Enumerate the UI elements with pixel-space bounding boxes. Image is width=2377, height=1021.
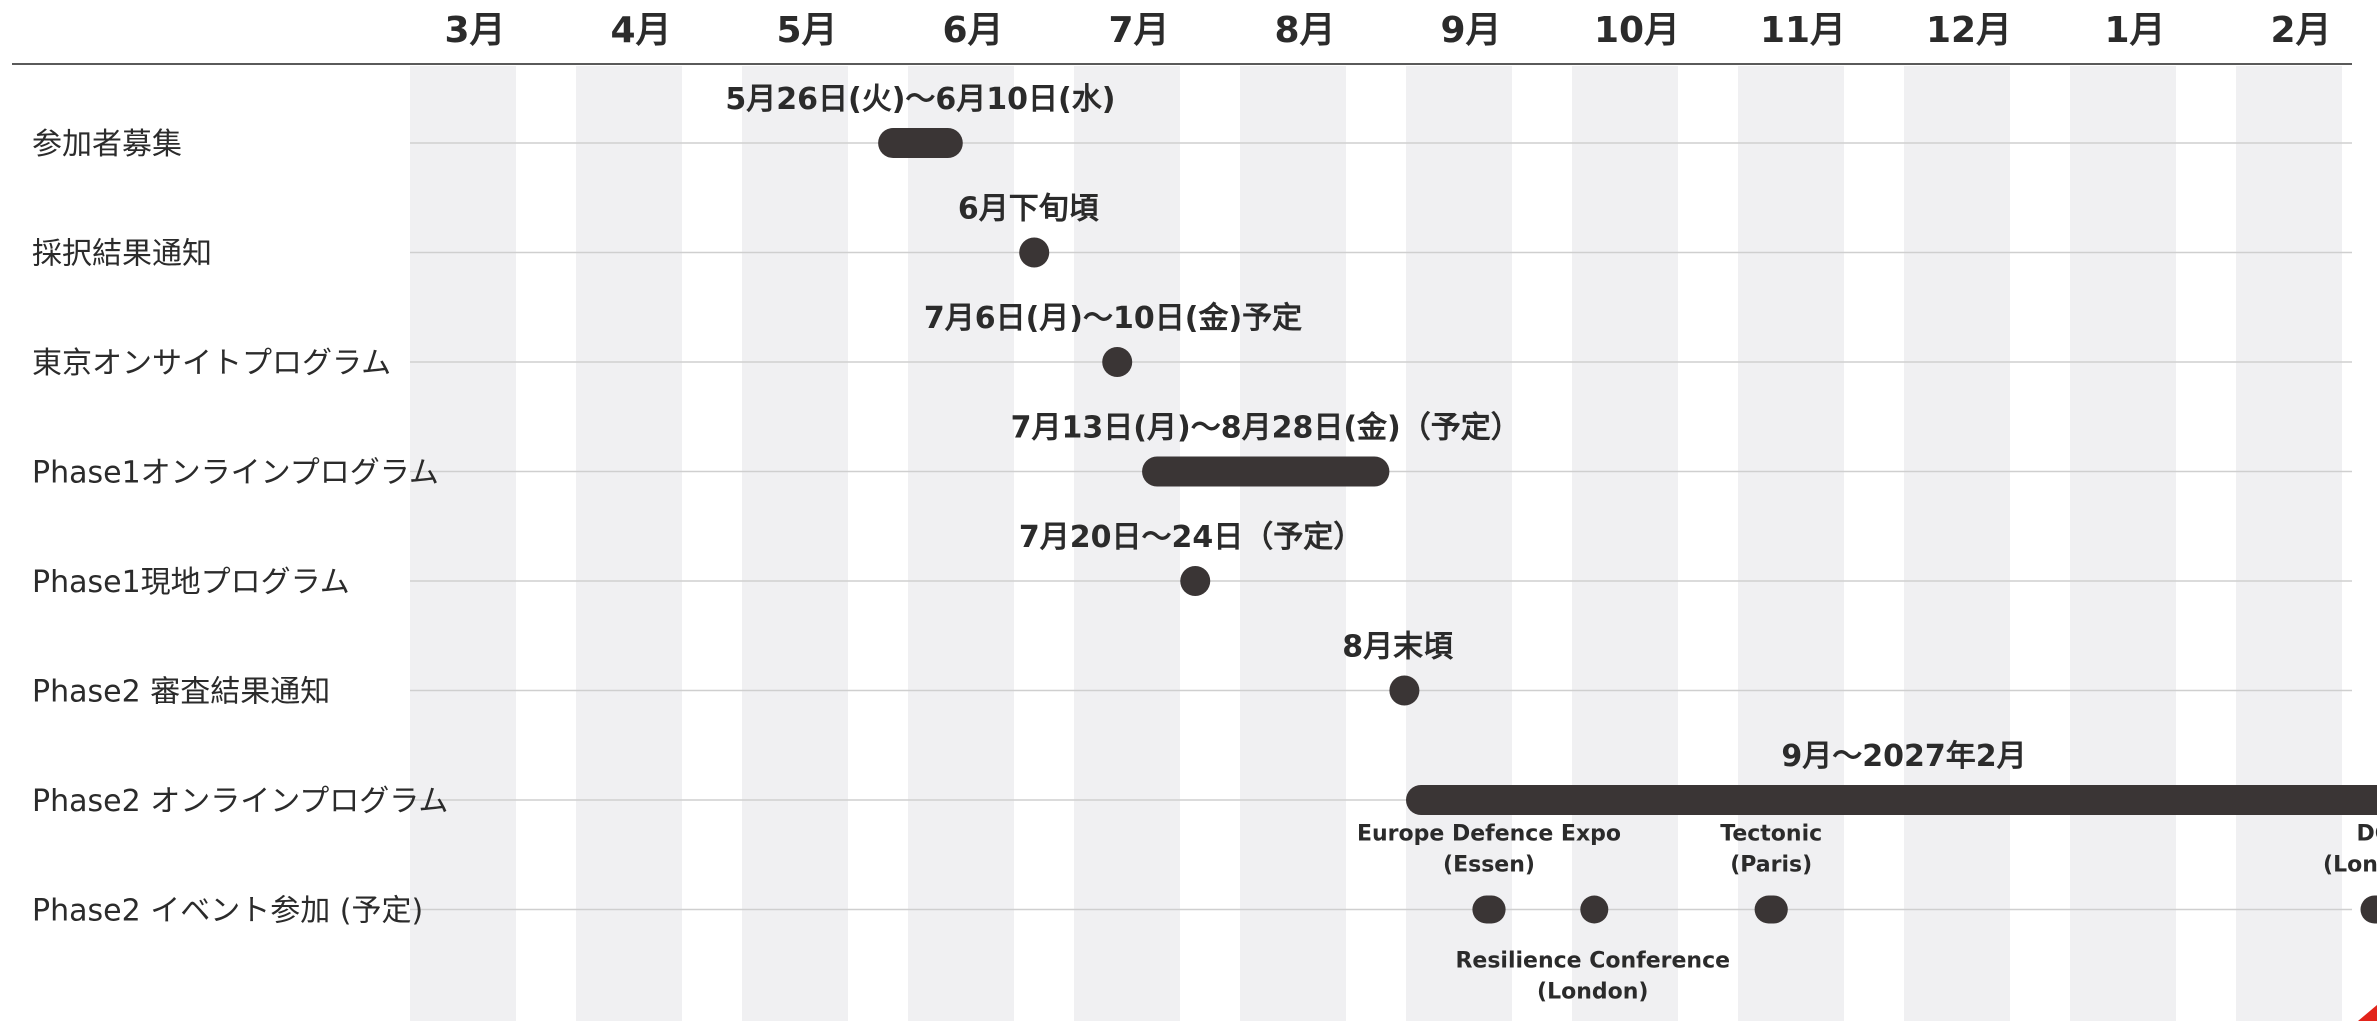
row-label: 東京オンサイトプログラム [32, 346, 391, 381]
corner-accent-mark [2358, 1005, 2377, 1021]
month-band [908, 66, 1014, 1021]
event-marker [1580, 895, 1609, 924]
month-band [2236, 66, 2342, 1021]
month-band [1406, 66, 1512, 1021]
timeline-bar [878, 128, 963, 158]
row-label: Phase1現地プログラム [32, 565, 350, 600]
bar-label: 7月20日〜24日（予定） [1019, 520, 1363, 555]
event-label: (London) [2323, 853, 2377, 878]
timeline-bar [1019, 237, 1050, 268]
month-band [1572, 66, 1678, 1021]
event-marker [1472, 895, 1506, 924]
row-label: Phase2 審査結果通知 [32, 675, 330, 710]
month-label: 8月 [1274, 10, 1335, 51]
bar-label: 7月13日(月)〜8月28日(金)（予定） [1011, 411, 1521, 446]
month-band [2070, 66, 2176, 1021]
timeline-bar [1102, 347, 1133, 377]
row-label: Phase2 イベント参加 (予定) [32, 894, 423, 929]
month-label: 3月 [444, 10, 505, 51]
event-label: (Essen) [1443, 853, 1535, 878]
month-axis: 3月 4月 5月 6月 7月 8月 9月 10月 11月 12月 1月 2月 [444, 10, 2331, 51]
month-label: 11月 [1760, 10, 1846, 51]
month-label: 7月 [1108, 10, 1169, 51]
month-label: 1月 [2104, 10, 2165, 51]
month-label: 4月 [610, 10, 671, 51]
bar-label: 6月下旬頃 [958, 192, 1099, 227]
month-label: 9月 [1440, 10, 1501, 51]
timeline-bars [878, 128, 2377, 924]
month-bands [410, 66, 2342, 1021]
timeline-bar [1389, 675, 1420, 706]
month-label: 2月 [2270, 10, 2331, 51]
bar-label: 9月〜2027年2月 [1781, 739, 2026, 774]
month-label: 5月 [776, 10, 837, 51]
month-band [1738, 66, 1844, 1021]
bar-label: 7月6日(月)〜10日(金)予定 [924, 301, 1302, 336]
bar-labels: 5月26日(火)〜6月10日(水) 6月下旬頃 7月6日(月)〜10日(金)予定 7月… [725, 82, 2377, 1005]
row-label: Phase1オンラインプログラム [32, 456, 439, 491]
month-band [1904, 66, 2010, 1021]
event-label: Resilience Conference [1455, 949, 1730, 974]
timeline-bar [1406, 785, 2377, 815]
bar-label: 8月末頃 [1342, 630, 1453, 665]
row-label: 参加者募集 [32, 127, 182, 162]
month-band [742, 66, 848, 1021]
event-label: (London) [1537, 980, 1648, 1005]
month-band [576, 66, 682, 1021]
event-marker [1754, 895, 1788, 924]
bar-label: 5月26日(火)〜6月10日(水) [725, 82, 1115, 117]
event-marker [2360, 895, 2377, 924]
row-label: 採択結果通知 [32, 237, 212, 272]
month-label: 10月 [1594, 10, 1680, 51]
timeline-bar [1142, 456, 1390, 487]
event-label: Europe Defence Expo [1357, 822, 1621, 847]
month-band [410, 66, 516, 1021]
month-band [1240, 66, 1346, 1021]
month-band [1074, 66, 1180, 1021]
row-label: Phase2 オンラインプログラム [32, 784, 448, 819]
month-label: 6月 [942, 10, 1003, 51]
event-label: DGI [2357, 822, 2377, 847]
month-label: 12月 [1926, 10, 2012, 51]
event-label: Tectonic [1720, 822, 1822, 847]
timeline-bar [1180, 566, 1211, 596]
event-label: (Paris) [1730, 853, 1812, 878]
